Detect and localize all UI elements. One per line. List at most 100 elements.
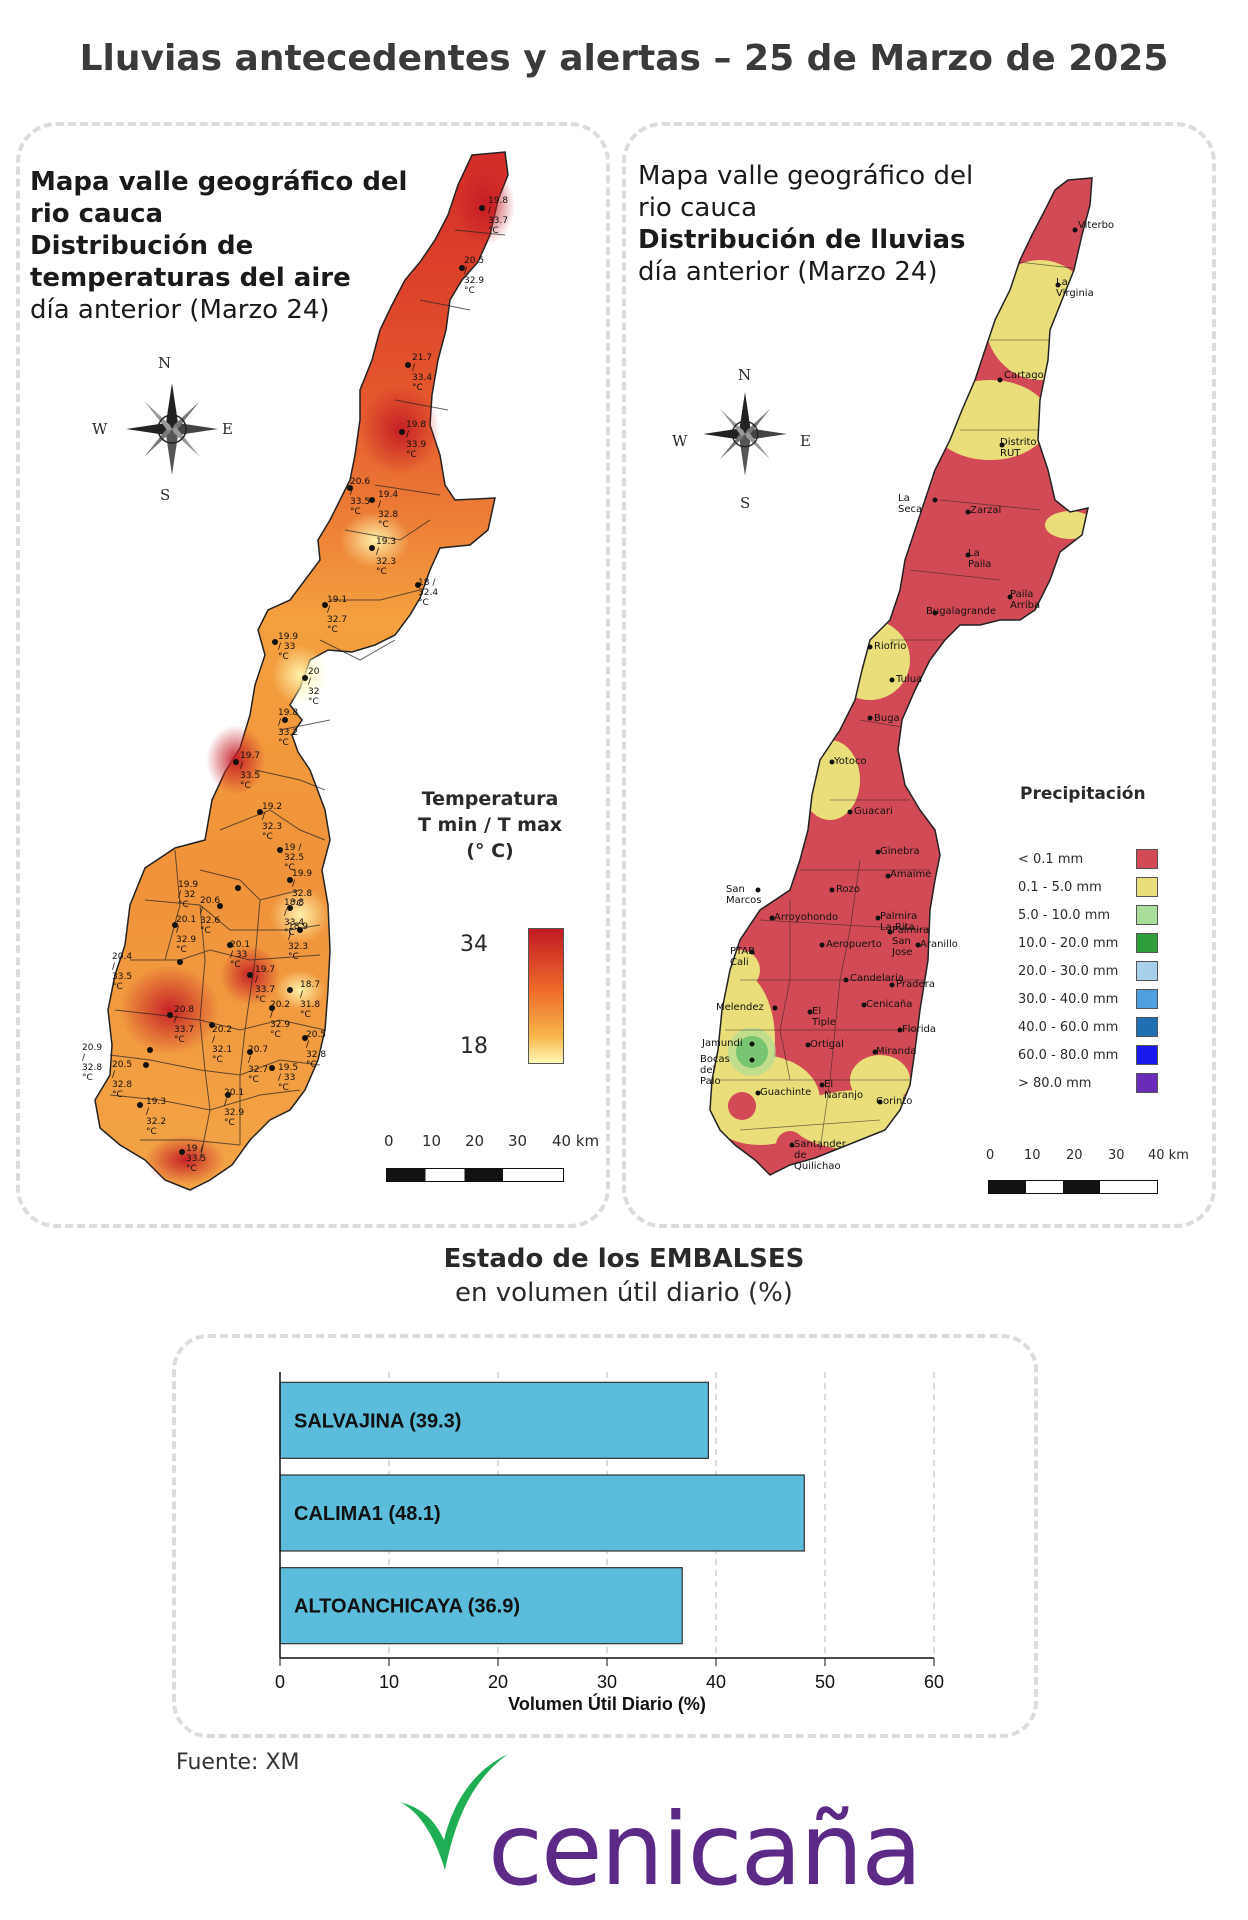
- cenicana-leaf-icon: [400, 1754, 508, 1870]
- temp-station-label: 19.2 / 32.3 °C: [262, 802, 283, 842]
- scale-label: 0: [384, 1132, 394, 1150]
- rain-legend-swatch: [1136, 849, 1158, 869]
- temp-station-label: 19.7 / 33.5 °C: [240, 751, 261, 791]
- temp-station-label: 18 / 32.4 °C: [418, 578, 439, 608]
- rain-legend-item: 5.0 - 10.0 mm: [1018, 904, 1158, 926]
- rain-station-label: Riofrio: [874, 641, 907, 652]
- rain-legend-swatch: [1136, 905, 1158, 925]
- x-tick-label: 20: [488, 1672, 508, 1692]
- rain-legend-label: < 0.1 mm: [1018, 852, 1084, 867]
- scale-label: 10: [422, 1132, 442, 1150]
- bar: [279, 1567, 683, 1645]
- reservoirs-title: Estado de los EMBALSES en volumen útil d…: [0, 1242, 1248, 1310]
- temp-station-label: 20.5 / 32.9 °C: [464, 256, 485, 296]
- rain-station-label: Amaime: [890, 869, 932, 880]
- rain-legend-swatch: [1136, 933, 1158, 953]
- temp-station-label: 18.7 / 31.8 °C: [300, 980, 321, 1020]
- temp-station-label: 19.7 / 33.7 °C: [255, 965, 276, 1005]
- rain-station-label: Santander de Quilichao: [794, 1139, 846, 1172]
- compass-west-label: W: [92, 420, 108, 438]
- rain-legend-swatch: [1136, 877, 1158, 897]
- x-tick-label: 60: [924, 1672, 944, 1692]
- rain-station-label: Florida: [902, 1024, 937, 1035]
- compass-south-label: S: [740, 494, 751, 512]
- rain-station-label: Guacari: [854, 806, 893, 817]
- rain-station-label: San Marcos: [726, 884, 762, 906]
- rain-legend-swatch: [1136, 1073, 1158, 1093]
- rain-legend-item: 30.0 - 40.0 mm: [1018, 988, 1158, 1010]
- temp-station-label: 20.9 / 32.8 °C: [82, 1043, 103, 1083]
- rain-station-label: La Paila: [968, 548, 992, 570]
- rain-station-label: Tulua: [896, 674, 923, 685]
- rain-legend-label: 40.0 - 60.0 mm: [1018, 1020, 1119, 1035]
- reservoirs-subtitle: en volumen útil diario (%): [455, 1278, 793, 1308]
- rain-station-label: Ginebra: [880, 846, 920, 857]
- temp-station-label: 18.8 / 33.4 °C: [284, 898, 305, 938]
- rain-station-label: Corinto: [876, 1096, 913, 1107]
- source-note: Fuente: XM: [176, 1750, 300, 1775]
- temp-title-line-4: temperaturas del aire: [30, 263, 351, 293]
- rain-legend-swatch: [1136, 961, 1158, 981]
- temp-title-line-1: Mapa valle geográfico del: [30, 167, 408, 197]
- chart-x-axis-label: Volumen Útil Diario (%): [508, 1693, 706, 1714]
- temp-scale-bar: [386, 1168, 564, 1182]
- temp-station-label: 19.9 / 33 °C: [278, 632, 299, 662]
- x-tick-label: 40: [706, 1672, 726, 1692]
- page-title: Lluvias antecedentes y alertas – 25 de M…: [79, 38, 1169, 79]
- temp-station-label: 20.8 / 33.7 °C: [174, 1005, 195, 1045]
- temp-station-label: 19.1 / 32.7 °C: [327, 595, 348, 635]
- scale-label: 40 km: [1148, 1148, 1189, 1163]
- rain-station-label: PTAR Cali: [730, 946, 756, 968]
- rain-station-label: Paila Arriba: [1010, 589, 1041, 611]
- temp-station-label: 20.1 / 32.9 °C: [224, 1088, 245, 1128]
- temp-station-label: 20.1 / 33 °C: [230, 940, 251, 970]
- rain-station-label: Miranda: [876, 1046, 917, 1057]
- temp-station-label: 19.3 / 32.3 °C: [376, 537, 397, 577]
- temp-legend-line-2: T min / T max: [417, 814, 563, 836]
- temp-station-label: 18.9 / 32.3 °C: [288, 922, 309, 962]
- temp-station-label: 20.2 / 32.1 °C: [212, 1025, 233, 1065]
- rain-station-label: Melendez: [716, 1002, 764, 1013]
- temp-station-label: 19.3 / 32.2 °C: [146, 1097, 167, 1137]
- scale-label: 30: [1108, 1148, 1125, 1163]
- rain-title-line-1: Mapa valle geográfico del: [638, 161, 974, 191]
- temperature-panel: [16, 122, 610, 1228]
- rain-station-label: Arroyohondo: [774, 912, 839, 923]
- temp-station-label: 19.8 / 33.9 °C: [406, 420, 427, 460]
- temp-station-label: 21.7 / 33.4 °C: [412, 353, 433, 393]
- rain-station-label: Jamundi: [702, 1038, 743, 1049]
- temp-station-label: 19.9 / 32.8 °C: [292, 869, 313, 909]
- temp-legend-line-1: Temperatura: [421, 788, 559, 810]
- chart-ticks: 0 10 20 30 40 50 60: [275, 1658, 944, 1692]
- rain-station-label: La Virginia: [1056, 277, 1094, 299]
- scale-label: 0: [986, 1148, 995, 1163]
- temp-legend-min: 18: [460, 1034, 488, 1059]
- compass-west-label: W: [672, 432, 688, 450]
- x-tick-label: 0: [275, 1672, 285, 1692]
- temp-station-label: 19.8 / 33.2 °C: [278, 708, 299, 748]
- scale-label: 10: [1024, 1148, 1041, 1163]
- rain-legend-item: > 80.0 mm: [1018, 1072, 1158, 1094]
- temp-color-ramp: [528, 928, 564, 1064]
- rain-panel-title: Mapa valle geográfico del rio cauca Dist…: [638, 160, 973, 288]
- temp-title-line-3: Distribución de: [30, 231, 254, 261]
- temperature-panel-title: Mapa valle geográfico del rio cauca Dist…: [30, 166, 407, 326]
- bar-label: SALVAJINA (39.3): [294, 1410, 461, 1432]
- compass-east-label: E: [800, 432, 811, 450]
- temp-station-label: 20.7 / 32.7 °C: [248, 1045, 269, 1085]
- temp-legend-line-3: (° C): [466, 840, 514, 862]
- scale-label: 30: [508, 1132, 528, 1150]
- rain-title-line-2: rio cauca: [638, 193, 758, 223]
- compass-east-label: E: [222, 420, 233, 438]
- bar-label: ALTOANCHICAYA (36.9): [294, 1596, 520, 1618]
- reservoirs-title-bold: Estado de los EMBALSES: [443, 1244, 805, 1274]
- compass-rose-icon: [126, 383, 218, 475]
- temp-station-label: 19.4 / 32.8 °C: [378, 490, 399, 530]
- rain-legend-title: Precipitación: [1020, 784, 1146, 804]
- temp-title-line-2: rio cauca: [30, 199, 164, 229]
- rain-station-label: Candelaria: [850, 973, 904, 984]
- bar: [279, 1474, 805, 1552]
- rain-station-label: La Seca: [898, 493, 923, 515]
